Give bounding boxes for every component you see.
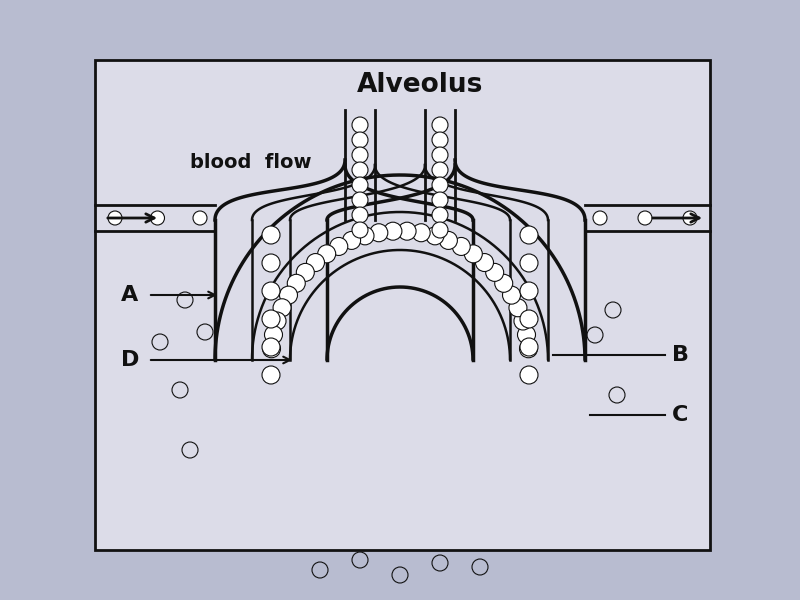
Circle shape: [398, 222, 416, 240]
Circle shape: [432, 162, 448, 178]
Circle shape: [352, 162, 368, 178]
Circle shape: [342, 232, 361, 250]
Circle shape: [306, 254, 325, 272]
Circle shape: [439, 232, 458, 250]
Circle shape: [520, 226, 538, 244]
Circle shape: [262, 282, 280, 300]
Circle shape: [150, 211, 165, 225]
Circle shape: [519, 340, 538, 358]
Circle shape: [262, 310, 280, 328]
Text: B: B: [671, 345, 689, 365]
Circle shape: [318, 245, 336, 263]
Circle shape: [384, 222, 402, 240]
Circle shape: [268, 312, 286, 330]
Circle shape: [432, 207, 448, 223]
Circle shape: [520, 310, 538, 328]
Circle shape: [262, 366, 280, 384]
Text: blood  flow: blood flow: [190, 154, 311, 173]
Text: D: D: [121, 350, 139, 370]
Circle shape: [683, 211, 697, 225]
Circle shape: [352, 177, 368, 193]
Circle shape: [486, 263, 504, 281]
Circle shape: [509, 299, 527, 317]
Circle shape: [432, 132, 448, 148]
Circle shape: [352, 117, 368, 133]
Circle shape: [520, 338, 538, 356]
Circle shape: [352, 207, 368, 223]
Circle shape: [262, 340, 281, 358]
Circle shape: [193, 211, 207, 225]
Circle shape: [432, 117, 448, 133]
Circle shape: [262, 338, 280, 356]
Circle shape: [452, 238, 470, 256]
Circle shape: [502, 286, 521, 304]
Circle shape: [464, 245, 482, 263]
Circle shape: [108, 211, 122, 225]
Circle shape: [432, 177, 448, 193]
Circle shape: [370, 224, 388, 242]
Circle shape: [475, 254, 494, 272]
Circle shape: [638, 211, 652, 225]
Circle shape: [273, 299, 291, 317]
Circle shape: [330, 238, 348, 256]
Text: Alveolus: Alveolus: [357, 72, 483, 98]
Circle shape: [520, 366, 538, 384]
Circle shape: [520, 282, 538, 300]
Circle shape: [356, 227, 374, 245]
Circle shape: [432, 192, 448, 208]
Text: A: A: [122, 285, 138, 305]
Circle shape: [262, 254, 280, 272]
Circle shape: [352, 192, 368, 208]
Circle shape: [287, 274, 306, 292]
Circle shape: [432, 147, 448, 163]
Circle shape: [296, 263, 314, 281]
Circle shape: [352, 222, 368, 238]
Circle shape: [518, 326, 535, 344]
Circle shape: [426, 227, 444, 245]
Circle shape: [265, 326, 282, 344]
Circle shape: [520, 254, 538, 272]
Circle shape: [514, 312, 532, 330]
Text: C: C: [672, 405, 688, 425]
Circle shape: [279, 286, 298, 304]
Circle shape: [494, 274, 513, 292]
Bar: [95, 60, 710, 550]
Circle shape: [352, 132, 368, 148]
Circle shape: [262, 226, 280, 244]
Circle shape: [593, 211, 607, 225]
Circle shape: [432, 222, 448, 238]
Circle shape: [412, 224, 430, 242]
Circle shape: [352, 147, 368, 163]
